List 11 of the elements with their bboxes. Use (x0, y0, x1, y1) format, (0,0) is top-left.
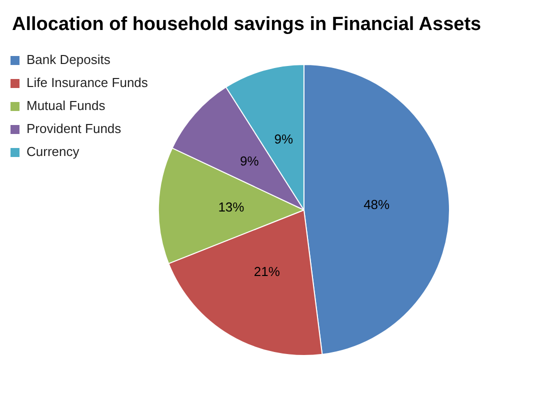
legend-label: Provident Funds (26, 121, 122, 136)
data-label: 48% (364, 197, 390, 212)
legend-label: Mutual Funds (26, 98, 106, 114)
legend-label: Bank Deposits (26, 52, 111, 68)
data-label: 21% (254, 264, 280, 280)
data-label: 9% (240, 153, 260, 168)
legend-label: Currency (26, 144, 80, 160)
chart-title: Allocation of household savings in Financial Assets (11, 13, 482, 37)
data-label: 13% (218, 199, 245, 214)
data-label: 9% (274, 132, 294, 147)
legend-label: Life Insurance Funds (26, 75, 148, 90)
